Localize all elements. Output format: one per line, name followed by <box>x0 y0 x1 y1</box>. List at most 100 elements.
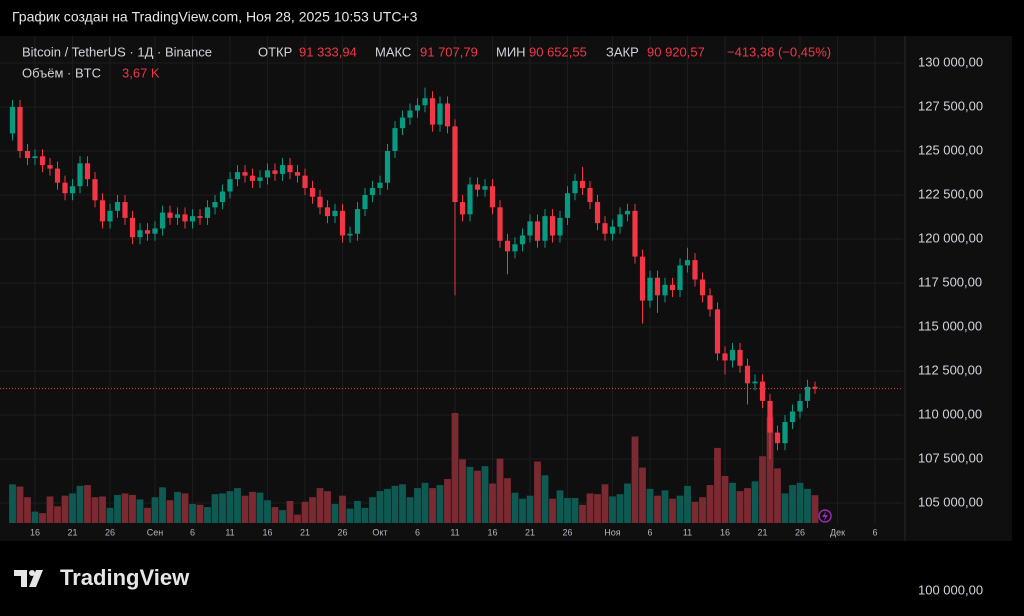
candle-body <box>144 230 151 234</box>
low-value: 90 652,55 <box>529 44 587 59</box>
x-tick-label: 26 <box>337 527 347 537</box>
volume-bar <box>316 488 324 523</box>
candle-body <box>602 223 608 234</box>
candle-body <box>459 202 466 215</box>
y-tick-label: 117 500,00 <box>918 274 982 289</box>
volume-bar <box>249 491 256 523</box>
volume-bar <box>526 495 534 523</box>
candle-body <box>84 163 91 180</box>
candle-body <box>474 184 481 190</box>
brand: TradingView <box>60 565 190 590</box>
x-tick-label: 26 <box>105 527 115 537</box>
volume-bar <box>189 504 196 523</box>
volume-bar <box>339 495 346 523</box>
volume-bar <box>31 511 39 523</box>
close-label: ЗАКР <box>606 44 639 59</box>
volume-bar <box>91 497 99 523</box>
candle-body <box>287 165 293 173</box>
volume-bar <box>646 488 654 523</box>
open-label: ОТКР <box>258 44 292 59</box>
volume-bar <box>541 475 549 523</box>
volume-bar <box>804 488 811 523</box>
volume-bar <box>796 482 804 523</box>
candle-body <box>392 128 398 152</box>
candle-body <box>804 386 811 401</box>
candle-body <box>557 217 563 236</box>
candle-body <box>429 98 436 125</box>
candle-body <box>62 182 68 194</box>
candle-body <box>182 214 188 222</box>
candle-body <box>422 98 428 106</box>
volume-bar <box>564 497 571 523</box>
volume-bar <box>691 501 699 523</box>
volume-bar <box>61 495 69 523</box>
alert-icon[interactable] <box>818 509 832 523</box>
volume-label: Объём · BTC <box>22 65 101 80</box>
candle-body <box>324 207 331 217</box>
x-tick-label: Окт <box>372 527 387 537</box>
candle-body <box>92 179 98 201</box>
candle-body <box>242 172 248 176</box>
candle-body <box>32 156 38 159</box>
logo[interactable]: TradingView <box>14 565 190 590</box>
volume-bar <box>436 485 444 523</box>
volume-bar <box>444 479 451 523</box>
volume-bar <box>121 493 129 523</box>
volume-bar <box>496 458 504 523</box>
candle-body <box>482 186 488 190</box>
volume-bar <box>429 488 436 523</box>
volume-bar <box>451 413 459 523</box>
candle-body <box>609 226 616 234</box>
volume-bar <box>624 483 631 523</box>
candle-body <box>9 107 16 134</box>
volume-bar <box>459 459 466 523</box>
volume-bar <box>406 497 414 523</box>
volume-bar <box>729 482 736 523</box>
candle-body <box>212 202 218 208</box>
candle-body <box>309 187 316 197</box>
candle-body <box>684 260 691 266</box>
candle-body <box>527 221 533 236</box>
volume-bar <box>474 470 481 523</box>
volume-bar <box>324 491 331 523</box>
candle-body <box>662 284 668 296</box>
volume-bar <box>106 507 114 523</box>
candle-body <box>399 117 406 129</box>
y-tick-label: 110 000,00 <box>918 406 982 421</box>
volume-bar <box>9 484 16 523</box>
x-tick-label: 6 <box>190 527 195 537</box>
volume-bar <box>286 501 294 523</box>
volume-bar <box>661 490 669 523</box>
candle-body <box>377 182 383 188</box>
candle-body <box>264 170 271 178</box>
candle-body <box>497 207 503 241</box>
candle-body <box>257 177 263 181</box>
volume-bar <box>511 492 519 523</box>
candle-body <box>47 165 53 169</box>
high-value: 91 707,79 <box>420 44 478 59</box>
candle-body <box>129 217 136 238</box>
candle-body <box>519 235 526 245</box>
candle-body <box>639 256 646 301</box>
volume-bar <box>144 507 151 523</box>
candle-body <box>354 209 361 234</box>
volume-bar <box>219 493 226 523</box>
volume-bar <box>211 494 219 523</box>
candle-body <box>159 212 166 229</box>
candle-body <box>272 170 278 174</box>
volume-bar <box>361 507 369 523</box>
volume-bar <box>669 498 676 523</box>
volume-bar <box>466 466 474 523</box>
volume-bar <box>346 508 354 523</box>
candle-body <box>534 221 541 241</box>
volume-bar <box>16 486 24 523</box>
y-tick-label: 127 500,00 <box>918 98 983 113</box>
volume-bar <box>256 492 264 523</box>
volume-bar <box>166 500 174 523</box>
candle-body <box>107 210 113 222</box>
volume-bar <box>676 495 684 523</box>
volume-bar <box>759 456 766 523</box>
volume-bar <box>616 494 624 523</box>
volume-bar <box>534 461 541 523</box>
